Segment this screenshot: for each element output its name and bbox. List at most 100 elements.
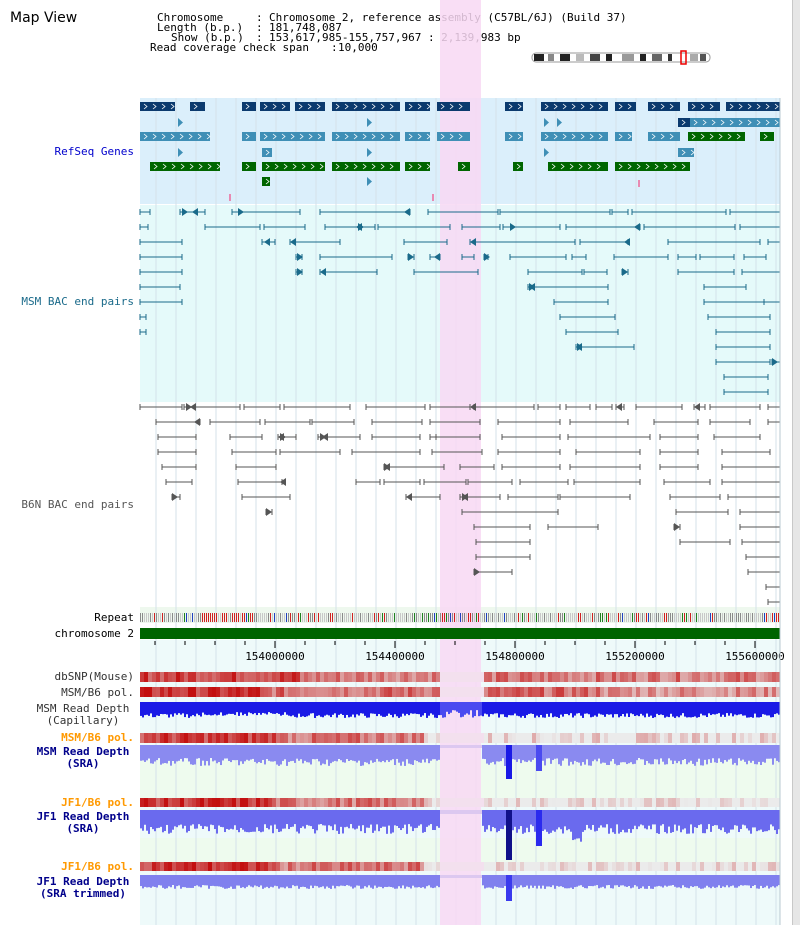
gene-block xyxy=(458,162,470,171)
msm-capillary-depth-bar xyxy=(412,702,414,714)
chromosome-ideogram xyxy=(531,52,711,63)
jf1-sra-depth-bar xyxy=(564,810,566,827)
msm-capillary-depth-bar xyxy=(348,702,350,718)
dbsnp-heat-cell xyxy=(228,672,232,682)
jf1-b6-pol-2-heat-cell xyxy=(416,862,420,871)
msm-sra-depth-bar xyxy=(732,745,734,765)
jf1-b6-pol-2-heat-cell xyxy=(400,862,404,871)
repeat-element xyxy=(210,613,211,622)
msm-sra-depth-bar xyxy=(350,745,352,761)
jf1-b6-pol-heat-cell xyxy=(508,798,512,807)
msm-sra-depth-bar xyxy=(726,745,728,762)
gene-strand-arrow xyxy=(560,163,565,170)
gene-strand-arrow xyxy=(461,163,466,170)
jf1-sra-depth-bar xyxy=(630,810,632,833)
dbsnp-heat-cell xyxy=(184,672,188,682)
msm-sra-depth-bar xyxy=(420,745,422,763)
jf1-sra-depth-bar xyxy=(420,810,422,825)
repeat-element xyxy=(426,613,427,622)
msm-b6-pol-heat-cell xyxy=(488,687,492,697)
jf1-sra-depth-bar xyxy=(248,810,250,833)
gene-strand-arrow xyxy=(161,133,166,140)
jf1-b6-pol-heat-cell xyxy=(752,798,756,807)
msm-b6-pol-2-heat-cell xyxy=(628,733,632,743)
repeat-element xyxy=(474,613,475,622)
msm-capillary-depth-bar xyxy=(288,702,290,716)
dbsnp-heat-cell xyxy=(732,672,736,682)
jf1-sra-depth-bar xyxy=(624,810,626,833)
jf1-b6-pol-heat-cell xyxy=(700,798,704,807)
jf1-b6-pol-heat-cell xyxy=(420,798,424,807)
jf1-sra-depth-bar xyxy=(252,810,254,832)
jf1-trimmed-depth-bar xyxy=(476,875,478,878)
repeat-element xyxy=(398,613,399,622)
jf1-sra-depth-bar xyxy=(770,810,772,825)
msm-sra-depth-bar xyxy=(148,745,150,759)
jf1-sra-depth-bar xyxy=(584,810,586,831)
jf1-trimmed-depth-bar xyxy=(154,875,156,887)
msm-b6-pol-heat-cell xyxy=(464,687,468,697)
msm-sra-depth-bar xyxy=(728,745,730,760)
jf1-trimmed-depth-bar xyxy=(388,875,390,887)
msm-capillary-depth-bar xyxy=(466,702,468,714)
msm-capillary-depth-bar xyxy=(192,702,194,716)
msm-capillary-depth-bar xyxy=(448,702,450,715)
ideogram-band xyxy=(700,54,706,61)
repeat-element xyxy=(702,613,703,622)
repeat-element xyxy=(758,613,759,622)
jf1-sra-depth-bar xyxy=(670,810,672,833)
repeat-element xyxy=(524,613,525,622)
msm-b6-pol-2-heat-cell xyxy=(392,733,396,743)
jf1-b6-pol-2-heat-cell xyxy=(468,862,472,871)
msm-b6-pol-heat-cell xyxy=(204,687,208,697)
jf1-b6-pol-heat-cell xyxy=(428,798,432,807)
dbsnp-heat-cell xyxy=(416,672,420,682)
repeat-element xyxy=(720,613,721,622)
msm-capillary-depth-bar xyxy=(246,702,248,716)
jf1-b6-pol-2-heat-cell xyxy=(684,862,688,871)
msm-b6-pol-heat-cell xyxy=(676,687,680,697)
msm-capillary-depth-bar xyxy=(300,702,302,717)
msm-sra-depth-bar xyxy=(320,745,322,766)
jf1-b6-pol-heat-cell xyxy=(176,798,180,807)
jf1-b6-pol-heat-cell xyxy=(592,798,596,807)
msm-capillary-depth-bar xyxy=(228,702,230,714)
vertical-scrollbar[interactable] xyxy=(792,0,800,925)
jf1-sra-depth-bar xyxy=(182,810,184,829)
msm-sra-depth-bar xyxy=(480,745,482,748)
msm-capillary-depth-bar xyxy=(598,702,600,714)
msm-capillary-depth-bar xyxy=(216,702,218,716)
msm-capillary-depth-bar xyxy=(314,702,316,718)
jf1-b6-pol-heat-cell xyxy=(616,798,620,807)
repeat-element xyxy=(672,613,673,622)
repeat-element xyxy=(470,613,471,622)
jf1-sra-depth-bar xyxy=(408,810,410,825)
msm-b6-pol-2-heat-cell xyxy=(712,733,716,743)
jf1-b6-pol-heat-cell xyxy=(216,798,220,807)
msm-b6-pol-2-heat-cell xyxy=(636,733,640,743)
repeat-element xyxy=(418,613,419,622)
msm-sra-depth-bar xyxy=(342,745,344,763)
jf1-sra-depth-bar xyxy=(508,810,510,860)
jf1-trimmed-depth-bar xyxy=(740,875,742,886)
msm-capillary-depth-bar xyxy=(316,702,318,716)
repeat-element xyxy=(392,613,393,622)
jf1-b6-pol-heat-cell xyxy=(740,798,744,807)
repeat-element xyxy=(730,613,731,622)
jf1-sra-depth-bar xyxy=(180,810,182,825)
jf1-trimmed-depth-bar xyxy=(224,875,226,889)
msm-b6-pol-2-heat-cell xyxy=(256,733,260,743)
jf1-sra-depth-bar xyxy=(418,810,420,826)
dbsnp-heat-cell xyxy=(160,672,164,682)
gene-block xyxy=(405,102,430,111)
msm-b6-pol-heat-cell xyxy=(616,687,620,697)
msm-b6-pol-heat-cell xyxy=(584,687,588,697)
jf1-trimmed-depth-bar xyxy=(578,875,580,886)
jf1-trimmed-depth-bar xyxy=(552,875,554,886)
msm-capillary-depth-bar xyxy=(718,702,720,714)
msm-capillary-depth-bar xyxy=(184,702,186,718)
jf1-sra-depth-bar xyxy=(674,810,676,825)
gene-strand-arrow xyxy=(389,133,394,140)
jf1-trimmed-depth-bar xyxy=(472,875,474,878)
